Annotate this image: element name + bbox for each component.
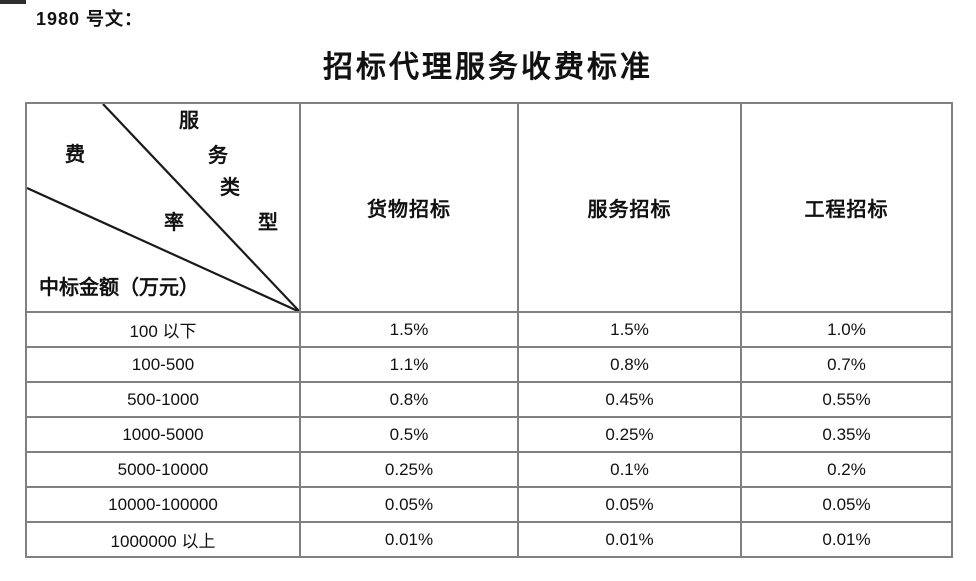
diagonal-header-cell: 服 务 类 型 费 率 中标金额（万元） [25,102,301,313]
engineering-rate-cell: 0.7% [740,346,953,383]
diagonal-lines [28,105,298,310]
table-row: 5000-10000 0.25% 0.1% 0.2% [25,451,953,488]
goods-rate-cell: 1.1% [299,346,519,383]
table-row: 100 以下 1.5% 1.5% 1.0% [25,311,953,348]
column-header-goods: 货物招标 [299,102,519,313]
service-rate-cell: 0.25% [517,416,742,453]
fee-table-body: 100 以下 1.5% 1.5% 1.0% 100-500 1.1% 0.8% … [25,311,953,558]
corner-label-service-type-char: 服 [179,110,199,132]
goods-rate-cell: 0.05% [299,486,519,523]
page-title: 招标代理服务收费标准 [323,51,653,84]
engineering-rate-cell: 0.2% [740,451,953,488]
service-rate-cell: 0.45% [517,381,742,418]
corner-label-rate-char: 费 [65,144,85,166]
corner-label-amount: 中标金额（万元） [39,277,199,299]
amount-range-cell: 1000-5000 [25,416,301,453]
table-row: 500-1000 0.8% 0.45% 0.55% [25,381,953,418]
engineering-rate-cell: 1.0% [740,311,953,348]
table-row: 1000000 以上 0.01% 0.01% 0.01% [25,521,953,558]
amount-range-cell: 100 以下 [25,311,301,348]
header-row: 服 务 类 型 费 率 中标金额（万元） 货物招标 服务招标 工程招标 [25,102,953,313]
goods-rate-cell: 1.5% [299,311,519,348]
table-row: 10000-100000 0.05% 0.05% 0.05% [25,486,953,523]
amount-range-cell: 100-500 [25,346,301,383]
amount-range-cell: 5000-10000 [25,451,301,488]
page-edge-artifact [0,0,26,4]
goods-rate-cell: 0.8% [299,381,519,418]
amount-range-cell: 1000000 以上 [25,521,301,558]
engineering-rate-cell: 0.35% [740,416,953,453]
engineering-rate-cell: 0.55% [740,381,953,418]
amount-range-cell: 500-1000 [25,381,301,418]
table-row: 100-500 1.1% 0.8% 0.7% [25,346,953,383]
amount-range-cell: 10000-100000 [25,486,301,523]
document-ref-label: 1980 号文： [36,9,144,29]
service-rate-cell: 1.5% [517,311,742,348]
corner-label-service-type-char: 型 [258,212,278,234]
column-header-service: 服务招标 [517,102,742,313]
service-rate-cell: 0.8% [517,346,742,383]
goods-rate-cell: 0.01% [299,521,519,558]
service-rate-cell: 0.05% [517,486,742,523]
corner-label-service-type-char: 类 [220,177,240,199]
goods-rate-cell: 0.5% [299,416,519,453]
goods-rate-cell: 0.25% [299,451,519,488]
column-header-engineering: 工程招标 [740,102,953,313]
service-rate-cell: 0.1% [517,451,742,488]
table-row: 1000-5000 0.5% 0.25% 0.35% [25,416,953,453]
service-rate-cell: 0.01% [517,521,742,558]
engineering-rate-cell: 0.05% [740,486,953,523]
fee-standard-table: 服 务 类 型 费 率 中标金额（万元） 货物招标 服务招标 工程招标 100 … [25,102,953,558]
engineering-rate-cell: 0.01% [740,521,953,558]
corner-label-service-type-char: 务 [208,145,228,167]
corner-label-rate-char: 率 [164,212,184,234]
